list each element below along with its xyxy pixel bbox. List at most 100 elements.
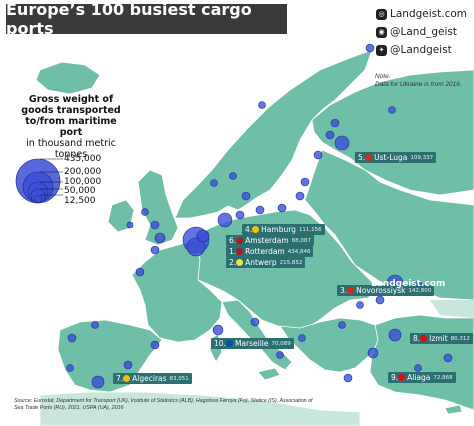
instagram-text: @Land_geist [390, 26, 457, 38]
flag-icon [236, 248, 244, 255]
port-bubble-barcelona [150, 340, 160, 350]
port-bubble-primorsk [330, 118, 340, 128]
port-bubble-london [154, 232, 166, 244]
port-bubble-aliaga [367, 347, 379, 359]
port-bubble-murmansk [365, 43, 375, 53]
note: Note: Data for Ukraine is from 2016. [375, 73, 462, 89]
legend-title: Gross weight of goods transported to/fro… [15, 94, 127, 160]
flag-icon [365, 154, 373, 161]
land-caucasus [430, 300, 474, 318]
port-bubble-gdansk [277, 203, 287, 213]
social-website[interactable]: ◎ Landgeist.com [376, 8, 467, 20]
land-cyprus [444, 404, 463, 415]
port-label-marseille: 10. Marseille 70,089 [211, 338, 294, 349]
port-label-izmit: 8. Izmit 80,312 [410, 333, 473, 344]
flag-icon [252, 226, 260, 233]
land-italy [221, 299, 293, 371]
port-bubble-varna [338, 321, 346, 329]
source-credit: Source: Eurostat, Department for Transpo… [14, 398, 313, 411]
land-turkey [369, 314, 474, 411]
legend-bubble-12500 [34, 195, 42, 203]
port-bubble-arkhangelsk [388, 106, 396, 114]
map-title: Europe’s 100 busiest cargo ports [6, 0, 287, 38]
port-bubble-grimsby [150, 220, 160, 230]
port-bubble-hamburg [217, 212, 233, 228]
port-bubble-nantes [135, 267, 145, 277]
legend-leaders [40, 158, 63, 196]
flag-icon [420, 335, 428, 342]
note-text: Data for Ukraine is from 2016. [375, 81, 462, 88]
port-bubble-klaipeda [295, 191, 305, 201]
website-text: Landgeist.com [390, 8, 467, 20]
flag-icon [123, 375, 131, 382]
port-bubble-bergen [210, 179, 218, 187]
land-north-africa [39, 391, 361, 426]
port-bubble-tees [141, 208, 149, 216]
flag-icon [236, 259, 244, 266]
port-bubble-antwerp [186, 237, 206, 257]
port-bubble-iskenderun [443, 353, 453, 363]
land-finland-russia [311, 69, 474, 196]
port-label-antwerp: 2. Antwerp 215,852 [226, 257, 306, 268]
port-bubble-dublin [126, 221, 134, 229]
port-label-novorossiysk: 3. Novorossiysk 142,800 [337, 285, 435, 296]
port-bubble-gothenburg [241, 191, 251, 201]
port-bubble-riga [300, 177, 310, 187]
flag-icon [225, 340, 233, 347]
port-bubble-st-petersburg [325, 130, 335, 140]
land-france [131, 239, 223, 343]
flag-icon [347, 287, 355, 294]
legend-bubbles [15, 158, 61, 204]
port-bubble-piraeus [343, 373, 353, 383]
port-bubble-huelva [66, 364, 74, 372]
port-label-rotterdam: 1. Rotterdam 434,846 [226, 246, 314, 257]
flag-icon [398, 374, 406, 381]
port-label-aliaga: 9. Aliaga 72,868 [388, 372, 456, 383]
port-label-algeciras: 7. Algeciras 83,051 [113, 373, 192, 384]
twitter-text: @Landgeist [390, 44, 452, 56]
legend-value: 100,000 [64, 177, 102, 187]
port-bubble-constanta [356, 301, 364, 309]
port-bubble-le-havre [150, 245, 160, 255]
port-label-ust-luga: 5. Ust-Luga 109,337 [355, 152, 437, 163]
port-bubble-narvik [258, 101, 266, 109]
instagram-icon: ◉ [376, 26, 387, 38]
port-bubble-gioia-tauro [276, 351, 284, 359]
legend-unit: in thousand metric tonnes [26, 138, 116, 160]
port-bubble-valencia [123, 360, 133, 370]
port-bubble-odessa [375, 295, 385, 305]
port-label-amsterdam: 6. Amsterdam 88,087 [226, 235, 314, 246]
port-bubble-bilbao [91, 321, 99, 329]
legend-value: 12,500 [64, 196, 96, 206]
twitter-icon: ✦ [376, 44, 387, 56]
legend-value: 435,000 [64, 154, 102, 164]
legend-value: 200,000 [64, 167, 102, 177]
legend-title-text: Gross weight of goods transported to/fro… [21, 94, 121, 138]
port-label-hamburg: 4. Hamburg 111,156 [242, 224, 325, 235]
port-bubble-mersin [414, 364, 422, 372]
port-bubble-ust-luga [334, 135, 350, 151]
port-bubble-amsterdam [196, 229, 210, 243]
globe-icon: ◎ [376, 8, 387, 20]
social-instagram[interactable]: ◉ @Land_geist [376, 26, 457, 38]
watermark-website: Landgeist.com [371, 279, 446, 289]
port-bubble-marseille [212, 324, 224, 336]
port-bubble-genoa [250, 317, 260, 327]
land-scandinavia [174, 49, 373, 219]
land-sicily [257, 367, 281, 381]
land-iceland [35, 61, 101, 95]
note-heading: Note: [375, 73, 391, 80]
port-bubble-trieste [298, 334, 306, 342]
port-bubble-oslo [229, 172, 237, 180]
flag-icon [236, 237, 244, 244]
legend-value: 50,000 [64, 186, 96, 196]
port-bubble-bremerhaven [235, 210, 245, 220]
port-bubble-izmit [388, 328, 402, 342]
port-bubble-rostock [255, 205, 265, 215]
social-twitter[interactable]: ✦ @Landgeist [376, 44, 452, 56]
port-bubble-sines [67, 333, 77, 343]
port-bubble-tallinn [313, 150, 323, 160]
port-bubble-algeciras [91, 375, 105, 389]
